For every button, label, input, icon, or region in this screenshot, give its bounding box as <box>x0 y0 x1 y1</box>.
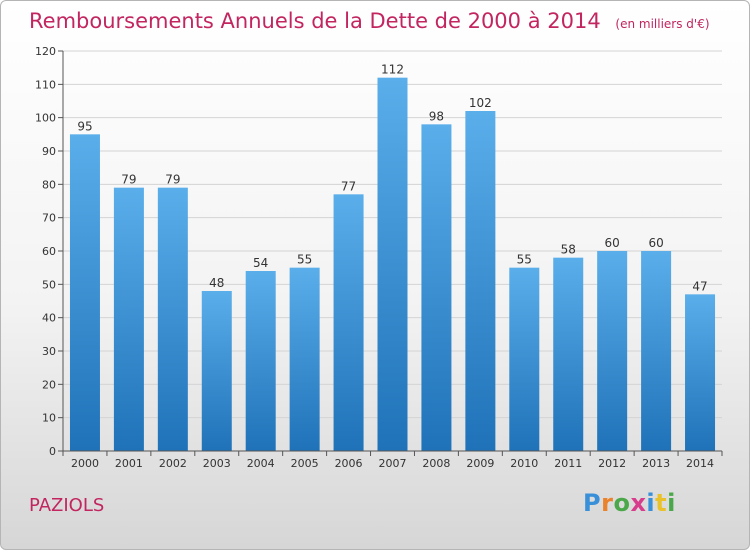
x-tick-label: 2009 <box>466 457 494 470</box>
x-tick-label: 2007 <box>379 457 407 470</box>
chart-unit: (en milliers d'€) <box>615 17 710 31</box>
data-label: 47 <box>692 279 707 293</box>
x-tick-label: 2006 <box>335 457 363 470</box>
y-tick-label: 80 <box>42 178 56 191</box>
bar <box>289 267 320 451</box>
y-tick-label: 60 <box>42 245 56 258</box>
bar <box>157 187 188 451</box>
data-label: 95 <box>77 119 92 133</box>
y-tick-label: 10 <box>42 412 56 425</box>
data-label: 54 <box>253 256 268 270</box>
data-label: 55 <box>517 253 532 267</box>
data-label: 79 <box>121 173 136 187</box>
data-label: 48 <box>209 276 224 290</box>
y-tick-label: 20 <box>42 378 56 391</box>
logo-letter: r <box>601 489 614 517</box>
x-tick-label: 2010 <box>510 457 538 470</box>
logo-letter: i <box>646 489 656 517</box>
x-axis-ticks: 2000 2001 2002 2003 2004 2005 2006 2007 2008 2009… <box>62 451 723 470</box>
bar <box>69 134 100 452</box>
bar <box>553 257 584 451</box>
bar <box>597 251 628 451</box>
data-label: 102 <box>469 96 492 110</box>
bar <box>377 77 408 452</box>
data-label: 55 <box>297 253 312 267</box>
x-tick-label: 2002 <box>159 457 187 470</box>
y-tick-label: 70 <box>42 212 56 225</box>
y-tick-label: 90 <box>42 145 56 158</box>
logo-letter: t <box>655 489 668 517</box>
logo-letter: P <box>583 489 602 517</box>
x-tick-label: 2004 <box>247 457 275 470</box>
y-axis-ticks: 0 10 20 30 40 50 60 70 80 90 100 110 120 <box>35 45 63 458</box>
y-tick-label: 50 <box>42 278 56 291</box>
x-tick-label: 2003 <box>203 457 231 470</box>
x-tick-label: 2000 <box>71 457 99 470</box>
bar <box>201 291 232 451</box>
x-tick-label: 2012 <box>598 457 626 470</box>
bar <box>333 194 364 452</box>
bar <box>509 267 540 451</box>
bars <box>69 77 716 452</box>
y-tick-label: 110 <box>35 78 56 91</box>
data-label: 98 <box>429 109 444 123</box>
x-tick-label: 2008 <box>422 457 450 470</box>
x-tick-label: 2005 <box>291 457 319 470</box>
bar <box>465 111 496 451</box>
data-label: 60 <box>605 236 620 250</box>
x-tick-label: 2011 <box>554 457 582 470</box>
y-tick-label: 0 <box>49 445 56 458</box>
y-tick-label: 100 <box>35 112 56 125</box>
x-tick-label: 2001 <box>115 457 143 470</box>
chart-title: Remboursements Annuels de la Dette de 20… <box>29 9 710 33</box>
x-tick-label: 2014 <box>686 457 714 470</box>
bar <box>641 251 672 451</box>
x-tick-label: 2013 <box>642 457 670 470</box>
data-label: 60 <box>648 236 663 250</box>
data-label: 77 <box>341 179 356 193</box>
data-label: 79 <box>165 173 180 187</box>
logo-letter: x <box>630 489 647 517</box>
bar <box>245 271 276 451</box>
chart-title-text: Remboursements Annuels de la Dette de 20… <box>29 9 601 33</box>
bar <box>421 124 452 451</box>
value-labels: 95 79 79 48 54 55 77 112 98 102 55 58 60 60 47 <box>77 63 707 294</box>
logo-letter: o <box>613 489 631 517</box>
data-label: 58 <box>561 243 576 257</box>
bar <box>685 294 716 451</box>
logo-letter: i <box>667 489 676 517</box>
y-tick-label: 40 <box>42 312 56 325</box>
bar <box>113 187 144 451</box>
y-tick-label: 30 <box>42 345 56 358</box>
y-tick-label: 120 <box>35 45 56 58</box>
commune-name: PAZIOLS <box>29 495 105 516</box>
proxiti-logo: Proxiti <box>583 489 676 517</box>
data-label: 112 <box>381 63 404 77</box>
